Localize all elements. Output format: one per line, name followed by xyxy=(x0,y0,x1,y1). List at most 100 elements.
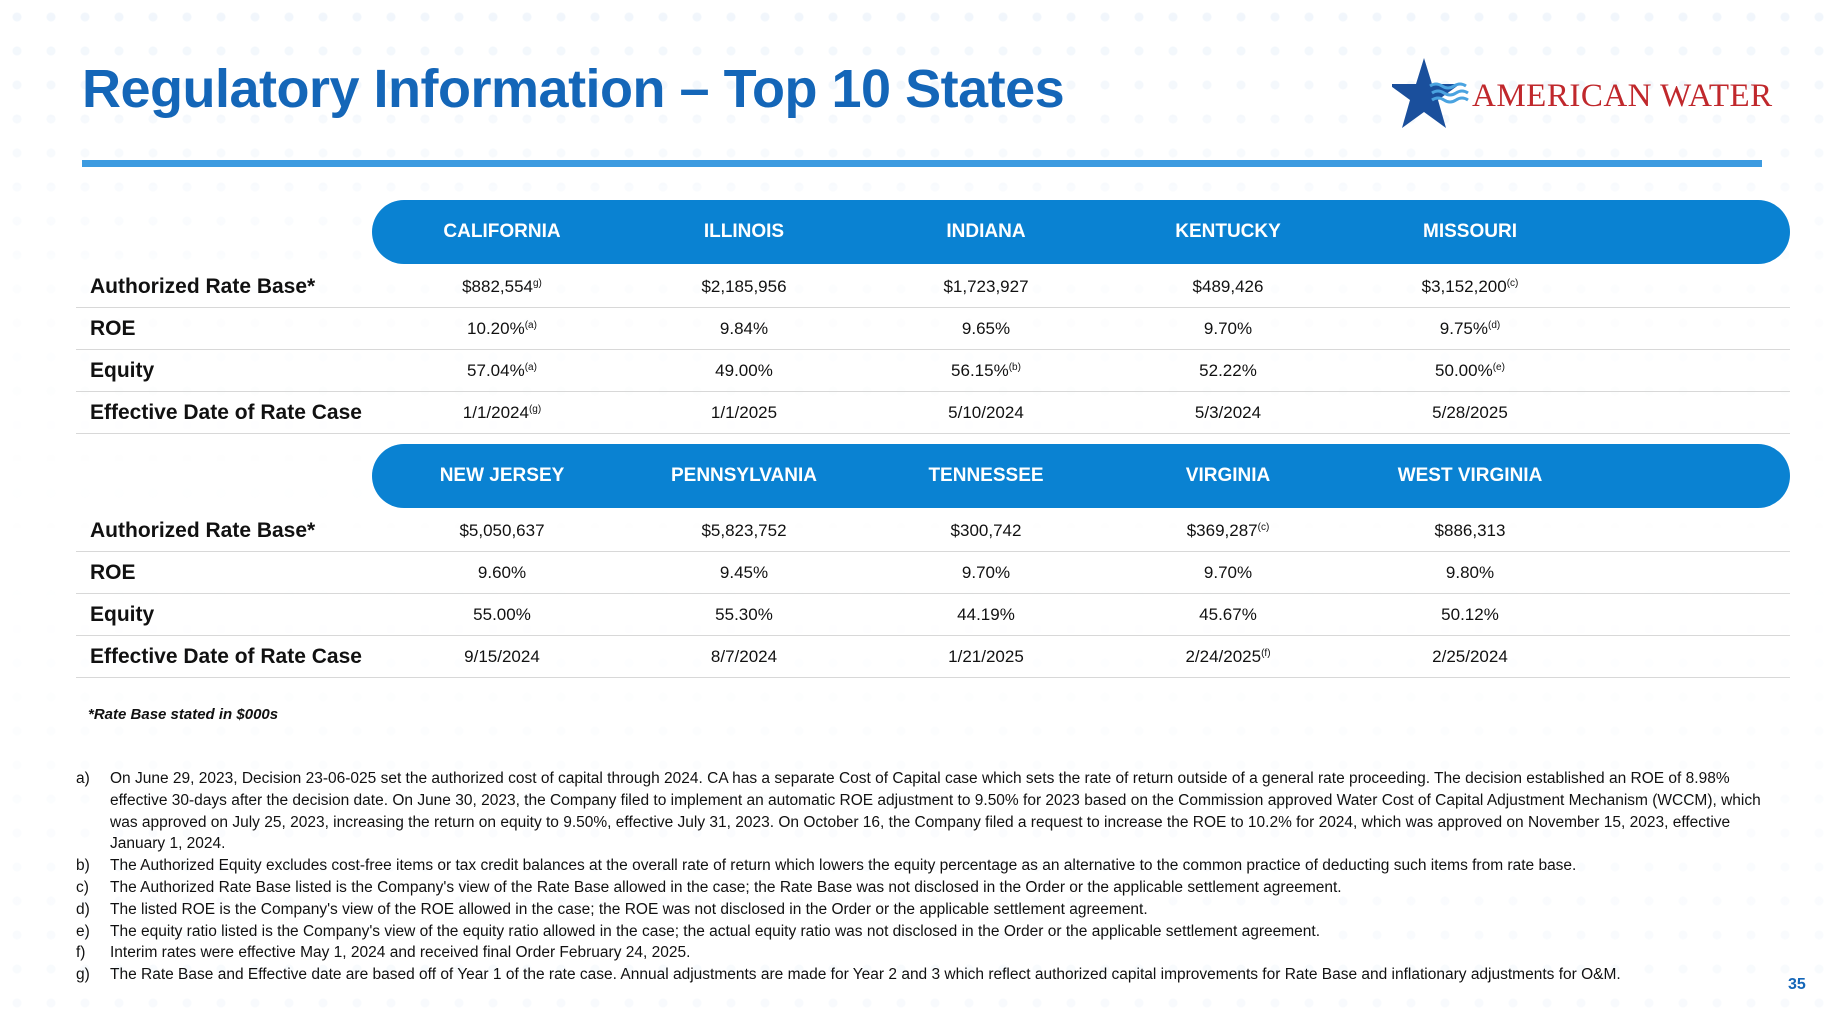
table-cell: 56.15%(b) xyxy=(866,350,1106,391)
table-row: Effective Date of Rate Case 9/15/2024 8/7/… xyxy=(76,636,1790,678)
rate-base-note: *Rate Base stated in $000s xyxy=(88,706,279,723)
table-cell: $5,823,752 xyxy=(624,510,864,551)
table-cell: 9.80% xyxy=(1350,552,1590,593)
cell-value: $886,313 xyxy=(1434,521,1506,540)
table-cell: 57.04%(a) xyxy=(382,350,622,391)
table-cell: $2,185,956 xyxy=(624,266,864,307)
logo-wordmark: AMERICAN WATER xyxy=(1472,78,1773,114)
table-row: Authorized Rate Base* $5,050,637 $5,823,75… xyxy=(76,510,1790,552)
row-label: Equity xyxy=(90,359,155,382)
cell-value: 50.12% xyxy=(1441,605,1499,624)
footnote-ref: (b) xyxy=(1008,362,1021,373)
table-cell: $1,723,927 xyxy=(866,266,1106,307)
cell-value: $5,823,752 xyxy=(701,521,787,540)
cell-value: 56.15% xyxy=(951,361,1009,380)
footnote-item: b) The Authorized Equity excludes cost-fr… xyxy=(76,855,1766,877)
table-row: Equity 57.04%(a) 49.00% 56.15%(b) 52.22% 50.0… xyxy=(76,350,1790,392)
state-header: NEW JERSEY xyxy=(439,465,565,486)
cell-value: 50.00% xyxy=(1435,361,1493,380)
row-label: Authorized Rate Base* xyxy=(90,519,316,542)
footnote-letter: g) xyxy=(76,966,90,984)
footnote-item: f) Interim rates were effective May 1, 20… xyxy=(76,942,1766,964)
footnote-item: c) The Authorized Rate Base listed is the… xyxy=(76,877,1766,899)
cell-value: 1/1/2024 xyxy=(462,403,529,422)
table-cell: 5/28/2025 xyxy=(1350,392,1590,433)
table-cell: 9.70% xyxy=(866,552,1106,593)
cell-value: $882,554 xyxy=(462,277,533,296)
table-cell: $369,287(c) xyxy=(1108,510,1348,551)
table-cell: $882,554g) xyxy=(382,266,622,307)
cell-value: 44.19% xyxy=(957,605,1015,624)
footnote-ref: (c) xyxy=(1506,278,1519,289)
footnote-ref: (e) xyxy=(1492,362,1505,373)
cell-value: 45.67% xyxy=(1199,605,1257,624)
cell-value: 55.30% xyxy=(715,605,773,624)
footnote-letter: f) xyxy=(76,944,86,962)
cell-value: $2,185,956 xyxy=(701,277,787,296)
table-cell: $5,050,637 xyxy=(382,510,622,551)
cell-value: $300,742 xyxy=(950,521,1022,540)
cell-value: 9.65% xyxy=(961,319,1011,338)
star-water-icon xyxy=(1392,58,1469,128)
footnote-letter: c) xyxy=(76,878,89,896)
footnote-ref: (f) xyxy=(1261,648,1271,659)
state-header-bar: NEW JERSEY PENNSYLVANIA TENNESSEE VIRGINIA W… xyxy=(372,444,1790,508)
table-cell: 9/15/2024 xyxy=(382,636,622,677)
footnote-text: The Authorized Equity excludes cost-free… xyxy=(110,857,1577,875)
table-row: Equity 55.00% 55.30% 44.19% 45.67% 50.12% xyxy=(76,594,1790,636)
page-title: Regulatory Information – Top 10 States xyxy=(82,59,1065,119)
footnote-ref: g) xyxy=(533,278,542,289)
page-number: 35 xyxy=(1788,976,1806,993)
table-cell: 55.30% xyxy=(624,594,864,635)
row-label: Effective Date of Rate Case xyxy=(90,401,362,424)
state-header: CALIFORNIA xyxy=(443,221,561,242)
state-header: TENNESSEE xyxy=(928,465,1044,486)
row-label: Equity xyxy=(90,603,155,626)
table-cell: 50.00%(e) xyxy=(1350,350,1590,391)
footnote-text: The equity ratio listed is the Company's… xyxy=(110,922,1321,940)
cell-value: $369,287 xyxy=(1186,521,1258,540)
state-header: WEST VIRGINIA xyxy=(1397,465,1543,486)
table-cell: 8/7/2024 xyxy=(624,636,864,677)
table-cell: 45.67% xyxy=(1108,594,1348,635)
table-cell: 49.00% xyxy=(624,350,864,391)
cell-value: 1/21/2025 xyxy=(948,647,1024,666)
table-cell: $3,152,200(c) xyxy=(1350,266,1590,307)
footnote-ref: (c) xyxy=(1257,522,1270,533)
footnote-item: d) The listed ROE is the Company's view o… xyxy=(76,899,1766,921)
footnote-item: g) The Rate Base and Effective date are b… xyxy=(76,964,1766,986)
title-divider xyxy=(82,160,1762,167)
table-cell: $300,742 xyxy=(866,510,1106,551)
state-header: INDIANA xyxy=(946,221,1026,242)
footnote-letter: d) xyxy=(76,900,90,918)
table-cell: 9.84% xyxy=(624,308,864,349)
table-cell: 9.75%(d) xyxy=(1350,308,1590,349)
cell-value: 10.20% xyxy=(467,319,525,338)
footnote-letter: e) xyxy=(76,922,90,940)
table-cell: 44.19% xyxy=(866,594,1106,635)
footnote-item: e) The equity ratio listed is the Company… xyxy=(76,921,1766,943)
footnote-text: The Rate Base and Effective date are bas… xyxy=(110,966,1621,984)
cell-value: $3,152,200 xyxy=(1421,277,1507,296)
footnote-letter: a) xyxy=(76,770,90,787)
table-cell: $886,313 xyxy=(1350,510,1590,551)
table-cell: 2/25/2024 xyxy=(1350,636,1590,677)
cell-value: 8/7/2024 xyxy=(710,647,778,666)
cell-value: 9.70% xyxy=(1203,319,1253,338)
footnote-ref: (d) xyxy=(1487,320,1501,331)
cell-value: 5/10/2024 xyxy=(948,403,1024,422)
table-cell: 50.12% xyxy=(1350,594,1590,635)
cell-value: 9/15/2024 xyxy=(464,647,540,666)
row-label: Authorized Rate Base* xyxy=(90,275,316,298)
table-cell: 9.70% xyxy=(1108,552,1348,593)
table-cell: 1/1/2024(g) xyxy=(382,392,622,433)
table-cell: 52.22% xyxy=(1108,350,1348,391)
state-header: ILLINOIS xyxy=(703,221,785,242)
table-row: ROE 9.60% 9.45% 9.70% 9.70% 9.80% xyxy=(76,552,1790,594)
table-cell: $489,426 xyxy=(1108,266,1348,307)
cell-value: 2/24/2025 xyxy=(1185,647,1262,666)
cell-value: 57.04% xyxy=(467,361,525,380)
cell-value: 5/28/2025 xyxy=(1432,403,1508,422)
cell-value: 55.00% xyxy=(473,605,531,624)
footnote-ref: (g) xyxy=(528,404,542,415)
